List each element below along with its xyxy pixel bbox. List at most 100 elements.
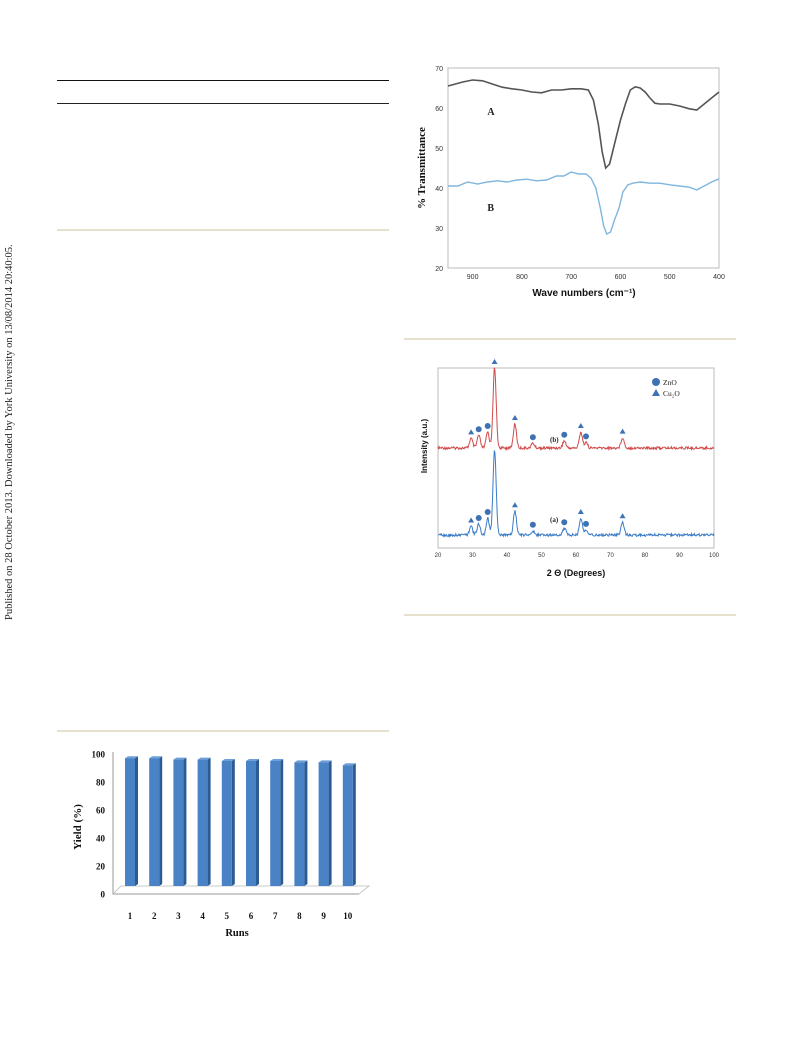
- xrd-cu2o-marker: [468, 429, 475, 435]
- table-header-rule: [57, 103, 389, 104]
- ftir-x-tick-label: 700: [565, 274, 577, 281]
- yield-y-tick-label: 40: [96, 834, 106, 844]
- xrd-cu2o-marker: [511, 502, 518, 508]
- yield-bars: [125, 756, 356, 886]
- yield-x-tick-label: 10: [343, 911, 353, 921]
- xrd-legend-zno-marker: [652, 378, 660, 386]
- ftir-plot-frame: [447, 67, 720, 269]
- xrd-x-tick-label: 60: [573, 553, 580, 559]
- section-divider-left-1: [57, 229, 389, 231]
- yield-x-tick-label: 1: [128, 911, 133, 921]
- xrd-x-tick-label: 90: [676, 553, 683, 559]
- xrd-series-a-line: [437, 450, 715, 538]
- xrd-x-ticks: 20 30 40 50 60 70 80 90 100: [435, 553, 720, 559]
- xrd-zno-marker: [529, 521, 536, 528]
- yield-y-tick-label: 0: [101, 890, 106, 900]
- xrd-cu2o-marker: [577, 423, 584, 428]
- yield-x-tick-label: 6: [249, 911, 254, 921]
- xrd-zno-marker: [561, 519, 568, 526]
- xrd-zno-marker: [583, 520, 590, 527]
- yield-y-tick-label: 100: [92, 750, 106, 760]
- yield-bar: [246, 759, 259, 886]
- yield-bar: [294, 760, 308, 886]
- ftir-series-b-line: [448, 171, 720, 235]
- yield-x-tick-label: 7: [273, 911, 278, 921]
- yield-x-tick-label: 2: [152, 911, 157, 921]
- xrd-cu2o-marker: [491, 359, 498, 364]
- xrd-legend-zno-label: ZnO: [663, 378, 677, 387]
- ftir-y-axis-label: % Transmittance: [416, 127, 428, 209]
- xrd-x-tick-label: 50: [538, 553, 545, 559]
- yield-x-tick-label: 3: [176, 911, 181, 921]
- section-divider-right-2: [404, 614, 736, 616]
- xrd-cu2o-marker: [511, 415, 518, 420]
- ftir-x-tick-label: 500: [664, 274, 676, 281]
- section-divider-right-1: [404, 338, 736, 340]
- xrd-x-tick-label: 100: [709, 553, 720, 559]
- xrd-cu2o-marker: [619, 513, 626, 519]
- yield-bar: [197, 757, 211, 886]
- yield-bar: [318, 760, 332, 886]
- xrd-zno-marker: [484, 423, 491, 429]
- ftir-y-tick-label: 50: [435, 146, 443, 153]
- xrd-zno-marker: [475, 514, 482, 521]
- xrd-zno-marker: [583, 433, 590, 440]
- xrd-x-axis-label: 2 Θ (Degrees): [547, 568, 606, 578]
- yield-x-ticks: 1 2 3 4 5 6 7 8 9 10: [128, 911, 353, 921]
- xrd-peak-markers: [468, 358, 626, 528]
- yield-floor: [112, 885, 371, 895]
- ftir-y-tick-label: 30: [435, 226, 443, 233]
- yield-y-tick-label: 80: [96, 778, 106, 788]
- xrd-cu2o-marker: [619, 428, 626, 434]
- xrd-plot-frame: [437, 367, 715, 549]
- xrd-zno-marker: [484, 509, 491, 515]
- xrd-label-b: (b): [550, 436, 559, 444]
- yield-bar: [149, 756, 163, 886]
- ftir-x-ticks: 900 800 700 600 500 400: [467, 274, 725, 281]
- xrd-chart: 20 30 40 50 60 70 80 90 100 (b) (a) ZnO Cu₂O Int…: [420, 358, 720, 578]
- ftir-label-b: B: [487, 203, 494, 214]
- ftir-x-tick-label: 800: [516, 274, 528, 281]
- xrd-cu2o-marker: [577, 509, 584, 514]
- xrd-x-tick-label: 70: [607, 553, 614, 559]
- yield-x-tick-label: 5: [225, 911, 230, 921]
- xrd-legend-cu2o-marker: [652, 389, 660, 396]
- xrd-zno-marker: [561, 431, 568, 438]
- xrd-x-tick-label: 40: [504, 553, 511, 559]
- yield-bar: [125, 756, 138, 886]
- table-top-rule: [57, 80, 389, 81]
- ftir-x-tick-label: 400: [713, 274, 725, 281]
- xrd-x-tick-label: 30: [469, 553, 476, 559]
- xrd-legend-cu2o-label: Cu₂O: [663, 389, 680, 398]
- yield-y-axis-label: Yield (%): [72, 804, 84, 850]
- ftir-y-tick-label: 70: [435, 66, 443, 73]
- ftir-x-axis-label: Wave numbers (cm⁻¹): [532, 288, 635, 299]
- yield-bar: [221, 759, 235, 886]
- yield-y-tick-label: 60: [96, 806, 106, 816]
- yield-bar: [173, 757, 187, 886]
- yield-y-ticks: 0 20 40 60 80 100: [92, 750, 106, 900]
- yield-bar-chart: 0 20 40 60 80 100 1 2 3 4 5 6 7 8 9 10 Yield (%) Runs: [72, 750, 371, 939]
- ftir-y-tick-label: 60: [435, 106, 443, 113]
- xrd-x-tick-label: 80: [642, 553, 649, 559]
- xrd-series-b-line: [437, 367, 715, 452]
- yield-bar: [342, 763, 356, 886]
- publication-note: Published on 28 October 2013. Downloaded…: [4, 244, 15, 620]
- xrd-zno-marker: [475, 426, 482, 433]
- xrd-x-tick-label: 20: [435, 553, 442, 559]
- ftir-label-a: A: [487, 107, 495, 118]
- ftir-y-ticks: 20 30 40 50 60 70: [435, 66, 443, 273]
- ftir-x-tick-label: 600: [615, 274, 627, 281]
- ftir-y-tick-label: 20: [435, 266, 443, 273]
- ftir-x-tick-label: 900: [467, 274, 479, 281]
- yield-x-tick-label: 8: [297, 911, 302, 921]
- yield-x-axis-label: Runs: [225, 928, 248, 939]
- ftir-series-a-line: [447, 79, 720, 170]
- yield-x-tick-label: 4: [200, 911, 205, 921]
- xrd-y-axis-label: Intensity (a.u.): [420, 419, 429, 474]
- yield-bar: [270, 759, 284, 886]
- section-divider-left-2: [57, 730, 389, 732]
- xrd-label-a: (a): [550, 516, 559, 524]
- yield-y-tick-label: 20: [96, 862, 106, 872]
- xrd-cu2o-marker: [468, 517, 475, 523]
